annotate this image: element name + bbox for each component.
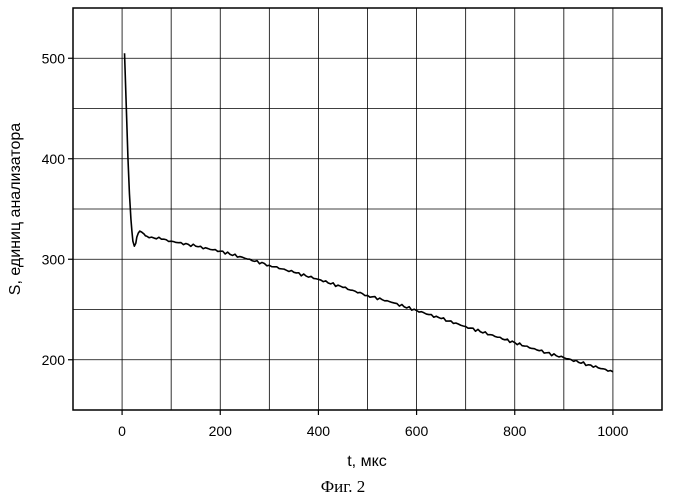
x-tick-label: 400 xyxy=(307,423,331,439)
x-tick-label: 600 xyxy=(405,423,429,439)
figure-caption: Фиг. 2 xyxy=(321,477,366,496)
data-series-line xyxy=(125,53,613,372)
y-tick-label: 300 xyxy=(42,251,66,267)
x-tick-label: 800 xyxy=(503,423,527,439)
y-ticks: 200 300 400 500 xyxy=(42,50,73,368)
x-axis-label: t, мкс xyxy=(347,453,387,470)
y-tick-label: 400 xyxy=(42,151,66,167)
y-tick-label: 200 xyxy=(42,352,66,368)
y-tick-label: 500 xyxy=(42,50,66,66)
x-ticks: 0 200 400 600 800 1000 xyxy=(118,410,629,439)
x-tick-label: 0 xyxy=(118,423,126,439)
x-tick-label: 200 xyxy=(209,423,233,439)
grid xyxy=(73,8,662,410)
y-axis-label: S, единиц анализатора xyxy=(7,123,24,296)
x-tick-label: 1000 xyxy=(597,423,628,439)
